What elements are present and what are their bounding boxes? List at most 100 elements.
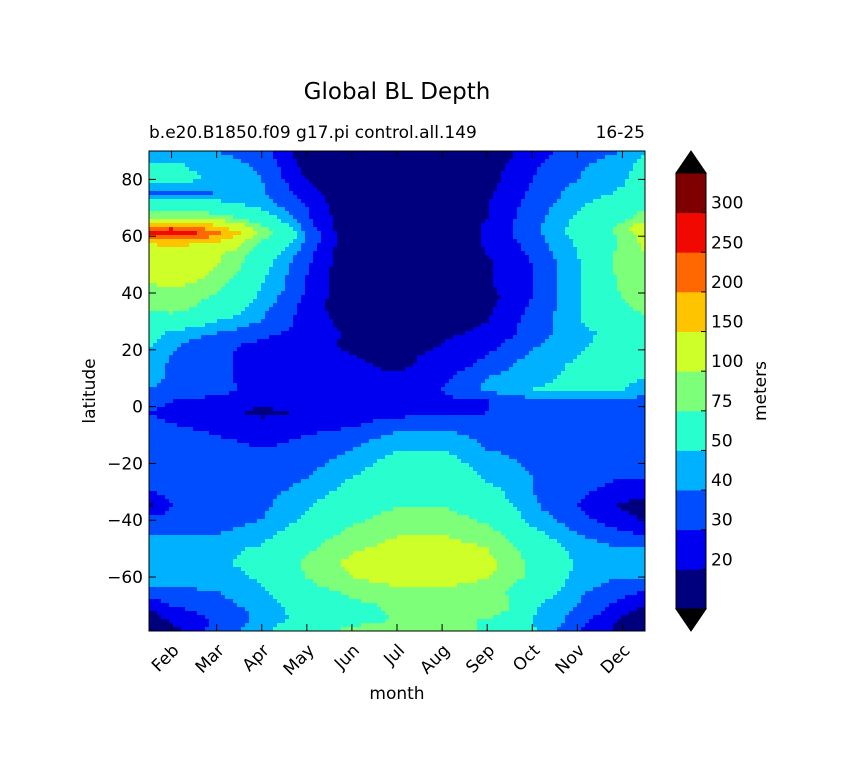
heatmap-cell	[565, 279, 570, 284]
heatmap-cell	[241, 215, 246, 220]
heatmap-cell	[489, 279, 494, 284]
heatmap-cell	[221, 151, 226, 156]
heatmap-cell	[361, 207, 366, 212]
heatmap-cell	[557, 175, 562, 180]
heatmap-cell	[245, 191, 250, 196]
heatmap-cell	[517, 267, 522, 272]
heatmap-cell	[605, 235, 610, 240]
heatmap-cell	[317, 275, 322, 280]
heatmap-cell	[181, 255, 186, 260]
heatmap-cell	[281, 287, 286, 292]
heatmap-cell	[633, 287, 638, 292]
heatmap-cell	[429, 291, 434, 296]
heatmap-cell	[329, 183, 334, 188]
heatmap-cell	[329, 227, 334, 232]
heatmap-cell	[605, 203, 610, 208]
heatmap-cell	[149, 307, 154, 312]
heatmap-cell	[561, 227, 566, 232]
heatmap-cell	[241, 155, 246, 160]
heatmap-cell	[225, 203, 230, 208]
heatmap-cell	[225, 223, 230, 228]
heatmap-cell	[153, 183, 158, 188]
heatmap-cell	[429, 279, 434, 284]
heatmap-cell	[401, 151, 406, 156]
heatmap-cell	[533, 191, 538, 196]
heatmap-cell	[381, 239, 386, 244]
heatmap-cell	[281, 247, 286, 252]
heatmap-cell	[473, 179, 478, 184]
heatmap-cell	[613, 211, 618, 216]
heatmap-cell	[505, 263, 510, 268]
heatmap-cell	[257, 295, 262, 300]
heatmap-cell	[337, 211, 342, 216]
heatmap-cell	[297, 263, 302, 268]
heatmap-cell	[237, 247, 242, 252]
heatmap-cell	[325, 219, 330, 224]
heatmap-cell	[429, 211, 434, 216]
heatmap-cell	[161, 271, 166, 276]
heatmap-cell	[333, 171, 338, 176]
heatmap-cell	[153, 171, 158, 176]
heatmap-cell	[445, 259, 450, 264]
heatmap-cell	[269, 255, 274, 260]
heatmap-cell	[449, 195, 454, 200]
heatmap-cell	[245, 155, 250, 160]
heatmap-cell	[521, 267, 526, 272]
heatmap-cell	[313, 211, 318, 216]
heatmap-cell	[597, 207, 602, 212]
heatmap-cell	[337, 271, 342, 276]
heatmap-cell	[485, 207, 490, 212]
heatmap-cell	[629, 211, 634, 216]
heatmap-cell	[421, 155, 426, 160]
heatmap-cell	[185, 179, 190, 184]
heatmap-cell	[589, 219, 594, 224]
heatmap-cell	[177, 195, 182, 200]
heatmap-cell	[389, 163, 394, 168]
heatmap-cell	[493, 275, 498, 280]
heatmap-cell	[233, 267, 238, 272]
heatmap-cell	[277, 267, 282, 272]
heatmap-cell	[153, 223, 158, 228]
heatmap-cell	[373, 299, 378, 304]
heatmap-cell	[605, 231, 610, 236]
heatmap-cell	[345, 231, 350, 236]
heatmap-cell	[225, 263, 230, 268]
heatmap-cell	[385, 235, 390, 240]
heatmap-cell	[185, 239, 190, 244]
heatmap-cell	[253, 279, 258, 284]
heatmap-cell	[229, 295, 234, 300]
heatmap-cell	[381, 167, 386, 172]
heatmap-cell	[373, 295, 378, 300]
heatmap-cell	[545, 191, 550, 196]
heatmap-cell	[509, 263, 514, 268]
heatmap-cell	[529, 215, 534, 220]
heatmap-cell	[225, 159, 230, 164]
heatmap-cell	[245, 283, 250, 288]
heatmap-cell	[585, 267, 590, 272]
heatmap-cell	[325, 187, 330, 192]
heatmap-cell	[297, 219, 302, 224]
heatmap-cell	[485, 283, 490, 288]
heatmap-cell	[241, 275, 246, 280]
heatmap-cell	[489, 183, 494, 188]
heatmap-cell	[305, 199, 310, 204]
heatmap-cell	[565, 171, 570, 176]
heatmap-cell	[169, 251, 174, 256]
heatmap-cell	[185, 155, 190, 160]
heatmap-cell	[445, 179, 450, 184]
heatmap-cell	[273, 235, 278, 240]
heatmap-cell	[197, 151, 202, 156]
heatmap-cell	[233, 231, 238, 236]
heatmap-cell	[329, 203, 334, 208]
heatmap-cell	[597, 223, 602, 228]
heatmap-cell	[177, 243, 182, 248]
heatmap-cell	[557, 179, 562, 184]
heatmap-cell	[489, 203, 494, 208]
heatmap-cell	[613, 175, 618, 180]
heatmap-cell	[433, 223, 438, 228]
heatmap-cell	[613, 255, 618, 260]
heatmap-cell	[629, 159, 634, 164]
heatmap-cell	[445, 287, 450, 292]
heatmap-cell	[489, 275, 494, 280]
heatmap-cell	[609, 247, 614, 252]
